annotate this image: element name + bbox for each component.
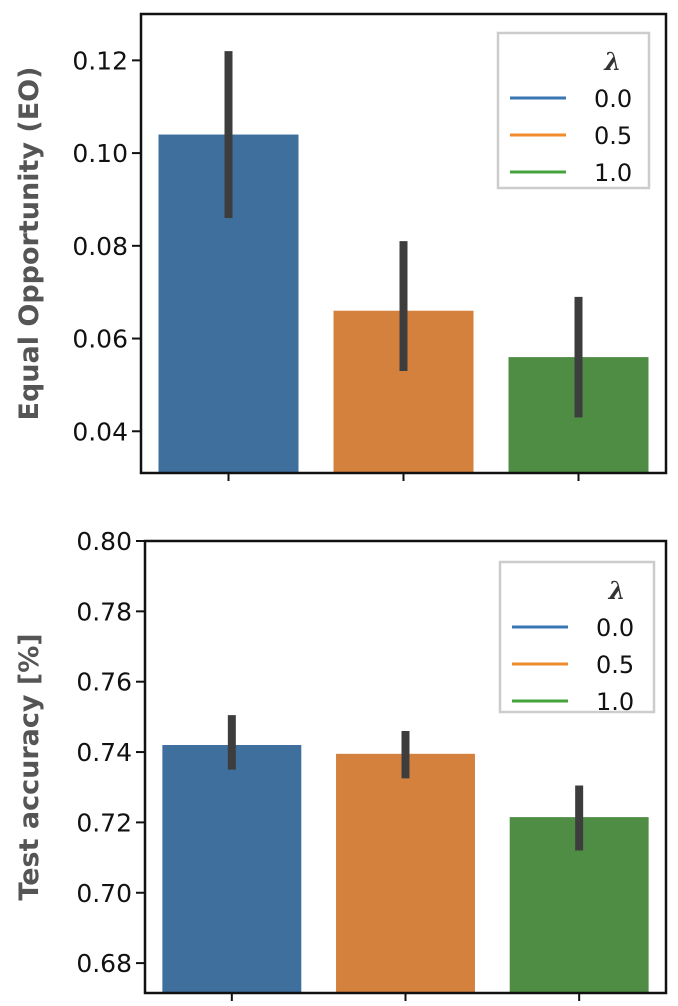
chart2-bar-0.5 [336,753,475,993]
chart2-legend-label-0.0: 0.0 [596,614,634,642]
chart2-legend-label-0.5: 0.5 [596,651,634,679]
chart1-ytick-label: 0.08 [72,232,128,261]
chart2-ytick-label: 0.70 [76,879,132,908]
chart2-ytick-label: 0.74 [76,738,132,767]
chart2-ytick-label: 0.68 [76,949,132,978]
chart1-ytick-label: 0.04 [72,417,128,446]
chart1-legend-label-1.0: 1.0 [594,159,632,187]
chart1-ytick-label: 0.06 [72,325,128,354]
chart2-legend-label-1.0: 1.0 [596,688,634,716]
chart2-ytick-label: 0.76 [76,668,132,697]
chart2-ytick-label: 0.78 [76,597,132,626]
chart2-ylabel: Test accuracy [%] [14,633,45,900]
chart1-ytick-label: 0.12 [72,46,128,75]
chart1: 0.04 0.06 0.08 0.10 0.12 Equal Opportunity (E… [14,12,668,481]
chart2-legend: λ 0.0 0.5 1.0 [498,560,656,716]
chart2-legend-box [498,560,656,714]
chart2-legend-title: λ [608,576,626,605]
chart1-legend-label-0.0: 0.0 [594,85,632,113]
chart1-ytick-label: 0.10 [72,139,128,168]
chart1-legend-box [496,31,651,190]
chart1-legend: λ 0.0 0.5 1.0 [496,31,651,190]
chart1-legend-label-0.5: 0.5 [594,122,632,150]
chart2: 0.68 0.70 0.72 0.74 0.76 0.78 0.80 Test accurac… [14,527,668,1001]
chart1-ylabel: Equal Opportunity (EO) [14,67,45,421]
chart2-ytick-label: 0.72 [76,808,132,837]
chart1-legend-title: λ [603,47,621,76]
chart2-bar-0.0 [162,745,302,993]
chart2-ytick-label: 0.80 [76,527,132,556]
